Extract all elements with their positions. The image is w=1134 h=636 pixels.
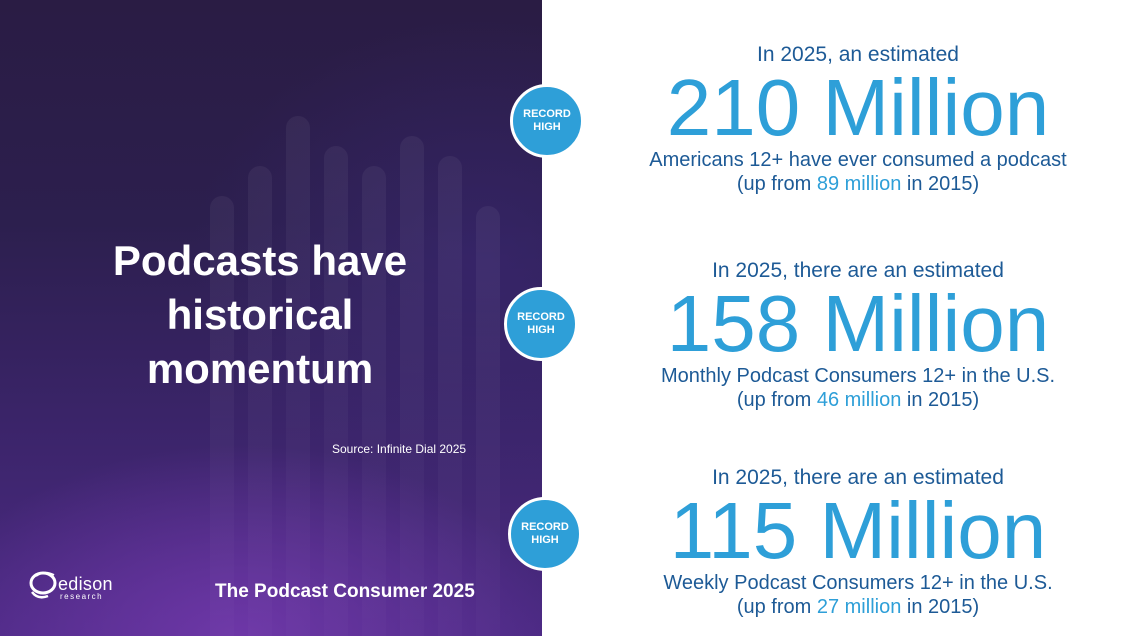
left-panel: Podcasts have historical momentum Source… <box>0 0 542 636</box>
stat-comparison-tail: in 2015) <box>901 596 980 618</box>
stat-intro: In 2025, an estimated <box>757 43 959 66</box>
slide-title-line: Podcasts have <box>112 237 408 284</box>
badge-line: RECORD <box>517 311 565 323</box>
edison-logo: edison research <box>28 566 128 606</box>
decorative-bar <box>210 196 234 636</box>
decorative-bar <box>248 166 272 636</box>
source-note: Source: Infinite Dial 2025 <box>332 442 467 456</box>
logo-wordmark: edison <box>58 574 113 594</box>
stat-value: 115 Million <box>669 486 1047 575</box>
stat-description: Weekly Podcast Consumers 12+ in the U.S. <box>600 571 1116 595</box>
decorative-bar <box>286 116 310 636</box>
stat-comparison-value: 46 million <box>816 389 902 411</box>
stat-block: In 2025, there are an estimated 115 Mill… <box>600 465 1116 619</box>
badge-line: HIGH <box>531 534 559 546</box>
stat-desc-mid: Podcast Consumers 12+ <box>730 365 962 387</box>
decorative-bar <box>438 156 462 636</box>
stat-block: In 2025, there are an estimated 158 Mill… <box>600 258 1116 412</box>
stat-desc-lead: Monthly <box>660 365 731 387</box>
stat-description: Americans 12+ have ever consumed a podca… <box>600 148 1116 172</box>
stat-intro: In 2025, there are an estimated <box>712 466 1004 489</box>
edison-logo-icon <box>29 571 57 599</box>
decorative-bar <box>362 166 386 636</box>
stat-comparison-value: 89 million <box>816 173 902 195</box>
stat-comparison: (up from 46 million in 2015) <box>600 388 1116 412</box>
record-high-badge: RECORD HIGH <box>510 84 584 158</box>
stat-desc-tail: in the U.S. <box>959 572 1053 594</box>
stat-comparison-tail: in 2015) <box>901 389 980 411</box>
stat-intro: In 2025, there are an estimated <box>712 259 1004 282</box>
stat-block: In 2025, an estimated 210 Million Americ… <box>600 42 1116 196</box>
badge-line: RECORD <box>521 521 569 533</box>
stat-comparison-tail: in 2015) <box>901 173 980 195</box>
stat-desc-lead: Weekly <box>663 572 729 594</box>
stat-value: 158 Million <box>666 279 1050 368</box>
stat-comparison-lead: (up from <box>736 596 817 618</box>
record-high-badge: RECORD HIGH <box>504 287 578 361</box>
stat-comparison-lead: (up from <box>736 389 817 411</box>
stat-description: Monthly Podcast Consumers 12+ in the U.S… <box>600 364 1116 388</box>
decorative-bar <box>476 206 500 636</box>
slide-title-line: momentum <box>146 345 374 392</box>
decorative-bar <box>324 146 348 636</box>
badge-line: RECORD <box>523 108 571 120</box>
stat-comparison-value: 27 million <box>816 596 902 618</box>
badge-line: HIGH <box>533 121 561 133</box>
stat-comparison: (up from 89 million in 2015) <box>600 172 1116 196</box>
logo-subtitle: research <box>60 592 104 601</box>
slide-title-line: historical <box>166 291 354 338</box>
stat-desc-mid: Podcast Consumers 12+ <box>728 572 960 594</box>
stat-desc-tail: in the U.S. <box>961 365 1056 387</box>
slide-title: Podcasts have historical momentum <box>60 234 460 396</box>
footer-title: The Podcast Consumer 2025 <box>215 581 475 602</box>
record-high-badge: RECORD HIGH <box>508 497 582 571</box>
stat-comparison: (up from 27 million in 2015) <box>600 595 1116 619</box>
stat-value: 210 Million <box>666 63 1050 152</box>
stat-desc-lead: Americans 12+ have ever consumed a podca… <box>649 149 1067 171</box>
decorative-bar <box>400 136 424 636</box>
stat-comparison-lead: (up from <box>736 173 817 195</box>
badge-line: HIGH <box>527 324 555 336</box>
